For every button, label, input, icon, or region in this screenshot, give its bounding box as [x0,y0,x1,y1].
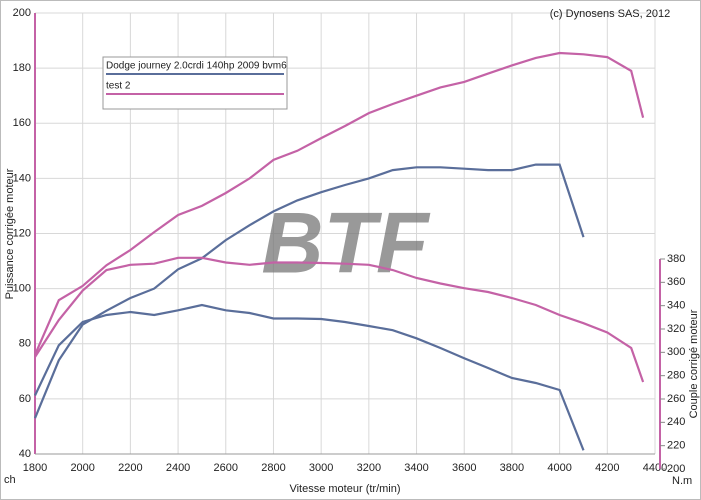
y2-tick-label: 320 [667,323,685,335]
y-tick-label: 140 [13,172,31,184]
x-tick-label: 3400 [404,462,428,474]
x-tick-label: 2800 [261,462,285,474]
x-tick-label: 3200 [357,462,381,474]
y-tick-label: 80 [19,338,31,350]
series-line [33,163,585,419]
y-unit: ch [4,474,16,486]
legend-box [102,56,288,110]
y2-tick-label: 260 [667,393,685,405]
series-line [34,303,585,451]
y2-axis-label: Couple corrigé moteur [688,309,700,418]
x-tick-label: 3000 [309,462,333,474]
chart-title: (c) Dynosens SAS, 2012 [550,8,670,20]
y-tick-label: 180 [13,62,31,74]
legend-label: Dodge journey 2.0crdi 140hp 2009 bvm6 [106,61,287,72]
y2-tick-label: 280 [667,370,685,382]
legend-label: test 2 [106,81,131,92]
y-tick-label: 40 [19,448,31,460]
y2-unit: N.m [672,475,692,487]
y2-tick-label: 240 [667,416,685,428]
y-tick-label: 200 [13,7,31,19]
y-axis-label: Puissance corrigée moteur [4,168,16,299]
x-tick-label: 4000 [547,462,571,474]
x-tick-label: 4400 [643,462,667,474]
y2-tick-label: 200 [667,463,685,475]
y2-tick-label: 360 [667,276,685,288]
watermark: BTF [261,196,431,292]
x-tick-label: 3600 [452,462,476,474]
y2-tick-label: 220 [667,440,685,452]
x-axis-label: Vitesse moteur (tr/min) [289,483,400,495]
x-tick-label: 3800 [500,462,524,474]
x-tick-label: 1800 [23,462,47,474]
y2-tick-label: 340 [667,300,685,312]
series-line [33,51,645,356]
x-tick-label: 2200 [118,462,142,474]
y-tick-label: 160 [13,117,31,129]
x-tick-label: 2400 [166,462,190,474]
x-tick-label: 2600 [214,462,238,474]
y2-tick-label: 380 [667,253,685,265]
y-tick-label: 60 [19,393,31,405]
x-tick-label: 2000 [70,462,94,474]
y-tick-label: 120 [13,227,31,239]
y-tick-label: 100 [13,283,31,295]
y2-tick-label: 300 [667,346,685,358]
series-line [34,256,645,383]
x-tick-label: 4200 [595,462,619,474]
